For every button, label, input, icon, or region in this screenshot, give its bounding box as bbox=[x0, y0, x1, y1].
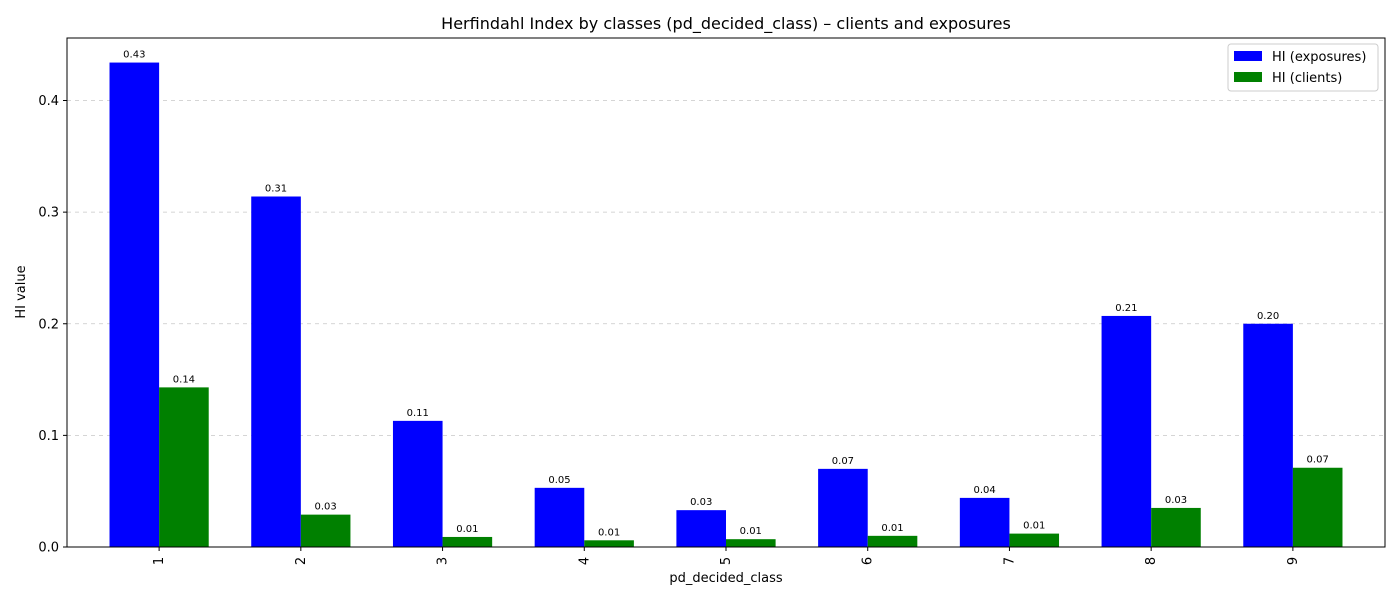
legend-label: HI (exposures) bbox=[1272, 50, 1366, 65]
data-label: 0.01 bbox=[598, 527, 620, 538]
bar-clients-8 bbox=[1151, 507, 1201, 547]
bar-clients-4 bbox=[584, 540, 634, 547]
x-tick-label: 7 bbox=[1002, 557, 1017, 565]
x-tick-label: 9 bbox=[1286, 557, 1301, 565]
legend-label: HI (clients) bbox=[1272, 71, 1342, 86]
x-axis-label: pd_decided_class bbox=[669, 571, 783, 586]
data-label: 0.01 bbox=[740, 526, 762, 537]
bar-exposures-5 bbox=[676, 510, 726, 547]
bar-clients-9 bbox=[1292, 467, 1343, 547]
data-label: 0.04 bbox=[974, 485, 996, 496]
data-label: 0.43 bbox=[123, 50, 145, 61]
y-tick-label: 0.2 bbox=[38, 317, 59, 332]
data-labels: 0.43 0.31 0.11 0.05 0.03 0.07 0.04 0.21 0.20 0.14… bbox=[123, 50, 1329, 539]
y-tick-label: 0.4 bbox=[38, 94, 59, 109]
x-tick-label: 3 bbox=[436, 557, 451, 565]
legend-box bbox=[1227, 43, 1379, 92]
bar-clients-2 bbox=[300, 514, 351, 547]
bar-exposures-1 bbox=[109, 62, 160, 548]
plot-frame bbox=[66, 37, 1386, 548]
x-tick-label: 2 bbox=[294, 557, 309, 565]
bar-clients-3 bbox=[442, 536, 493, 547]
data-label: 0.07 bbox=[1307, 455, 1329, 466]
bar-exposures-3 bbox=[392, 420, 443, 547]
data-label: 0.03 bbox=[1165, 495, 1187, 506]
x-tick-label: 1 bbox=[152, 557, 167, 565]
x-tick-label: 4 bbox=[577, 557, 592, 565]
x-tick-label: 8 bbox=[1144, 557, 1159, 565]
data-label: 0.03 bbox=[690, 497, 712, 508]
data-label: 0.01 bbox=[456, 524, 478, 535]
data-label: 0.01 bbox=[1023, 521, 1045, 532]
data-label: 0.01 bbox=[881, 523, 903, 534]
x-tick-label: 5 bbox=[719, 557, 734, 565]
x-axis-ticks: 1 2 3 4 5 6 7 8 9 bbox=[152, 547, 1301, 565]
y-axis-label: HI value bbox=[14, 265, 29, 318]
legend-swatch bbox=[1234, 72, 1262, 82]
bar-exposures-7 bbox=[959, 497, 1010, 547]
bar-exposures-4 bbox=[534, 487, 585, 547]
bar-clients-7 bbox=[1009, 533, 1060, 547]
x-tick-label: 6 bbox=[861, 557, 876, 565]
data-label: 0.11 bbox=[407, 408, 429, 419]
y-tick-label: 0.1 bbox=[38, 429, 59, 444]
data-label: 0.07 bbox=[832, 456, 854, 467]
bar-clients-6 bbox=[867, 535, 918, 547]
data-label: 0.05 bbox=[548, 475, 570, 486]
bar-exposures-6 bbox=[818, 468, 868, 547]
y-tick-label: 0.3 bbox=[38, 206, 59, 221]
data-label: 0.31 bbox=[265, 184, 287, 195]
y-tick-label: 0.0 bbox=[38, 541, 59, 556]
data-label: 0.14 bbox=[173, 374, 195, 385]
bar-exposures-9 bbox=[1243, 323, 1293, 547]
y-axis-ticks: 0.0 0.1 0.2 0.3 0.4 bbox=[38, 94, 67, 556]
bars bbox=[109, 62, 1343, 548]
legend-swatch bbox=[1234, 51, 1262, 61]
bar-exposures-2 bbox=[251, 196, 301, 547]
legend: HI (exposures) HI (clients) bbox=[1227, 43, 1379, 92]
data-label: 0.20 bbox=[1257, 311, 1279, 322]
bar-clients-5 bbox=[726, 539, 776, 547]
data-label: 0.21 bbox=[1115, 303, 1137, 314]
bar-clients-1 bbox=[159, 387, 209, 547]
chart-title: Herfindahl Index by classes (pd_decided_… bbox=[441, 14, 1011, 34]
bar-exposures-8 bbox=[1101, 315, 1152, 547]
data-label: 0.03 bbox=[315, 502, 337, 513]
